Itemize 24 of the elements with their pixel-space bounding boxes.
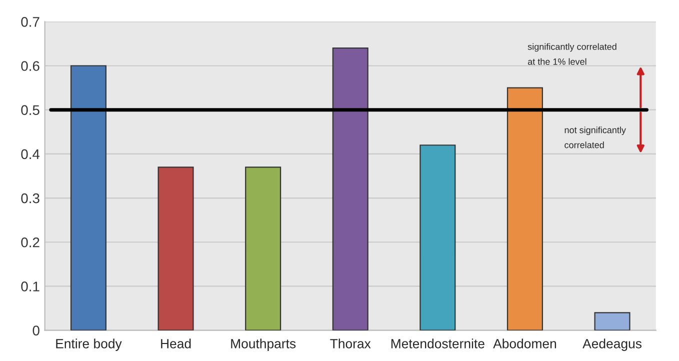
annotation: not significantly correlated xyxy=(564,126,626,148)
bar xyxy=(245,166,282,330)
bar xyxy=(158,166,194,330)
bar xyxy=(332,48,368,330)
y-tick-label: 0.2 xyxy=(21,237,40,248)
x-tick-label: Head xyxy=(161,338,191,348)
y-tick-label: 0.5 xyxy=(21,105,40,116)
x-tick-label: Aedeagus xyxy=(582,338,642,351)
x-tick-label: Mouthparts xyxy=(231,338,296,351)
y-tick-label: 0 xyxy=(32,326,40,336)
x-tick-label: Thorax xyxy=(330,338,371,348)
y-tick-label: 0.3 xyxy=(21,193,40,204)
y-tick-label: 0.4 xyxy=(21,149,40,160)
bar xyxy=(70,65,106,330)
bar xyxy=(420,144,456,330)
y-tick-label: 0.6 xyxy=(21,61,40,71)
y-tick-label: 0.7 xyxy=(21,16,40,27)
y-tick-label: 0.1 xyxy=(21,282,40,292)
x-tick-label: Entire body xyxy=(56,338,122,351)
x-tick-label: Abodomen xyxy=(493,338,556,348)
bar xyxy=(506,87,543,330)
annotation: significantly correlated at the 1% level xyxy=(528,43,616,65)
bar xyxy=(594,312,630,330)
x-tick-label: Metendosternite xyxy=(391,338,484,348)
